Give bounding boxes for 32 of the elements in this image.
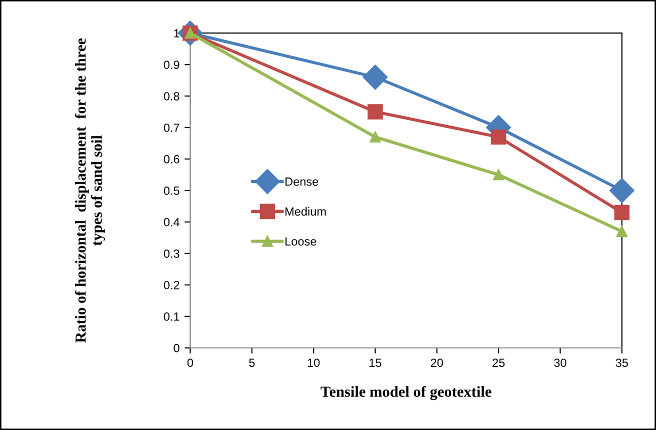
point [368,104,383,120]
y-tick-label: 0.8 [164,92,180,100]
y-tick-label: 0.1 [164,312,180,321]
y-tick-label: 0.9 [164,60,180,69]
point [490,129,506,145]
point [616,226,628,237]
y-tick-label: 0.7 [164,124,180,132]
legend-label: Loose [286,237,316,246]
y-tick-label: 0.6 [164,155,180,164]
x-tick-label: 25 [492,358,505,367]
x-tick-label: 15 [370,358,382,367]
y-tick-label: 0.2 [164,280,180,290]
point [362,64,388,90]
point [493,169,504,180]
y-tick-label: 0.4 [164,218,180,226]
point [614,204,630,220]
x-axis-title: Tensile model of geotextile [320,386,492,400]
point [609,178,634,203]
legend-label: Medium [286,207,326,216]
y-axis-title: Ratio of horizontal displacement for the three types of sand soil [74,38,106,343]
x-tick-label: 20 [430,358,443,367]
x-tick-label: 35 [616,358,628,367]
x-tick-label: 5 [249,358,255,367]
y-tick-label: 0 [174,344,180,352]
x-tick-label: 0 [187,358,194,367]
y-tick-label: 0.5 [164,186,180,195]
legend-label: Dense [286,178,318,186]
y-tick-label: 0.3 [164,249,180,258]
point [370,131,381,143]
y-tick-label: 1 [174,29,180,38]
x-tick-label: 10 [308,358,320,367]
x-tick-label: 30 [554,358,566,367]
